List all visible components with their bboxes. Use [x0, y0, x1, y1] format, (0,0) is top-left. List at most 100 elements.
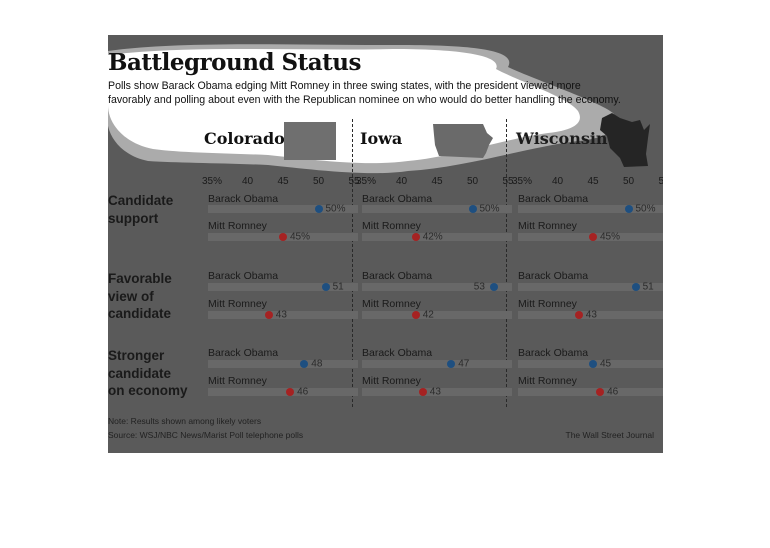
axis-tick-label-iowa: 40 [395, 176, 408, 187]
data-point-barack-obama-wisconsin [624, 205, 633, 213]
state-header-wisconsin: Wisconsin [516, 129, 608, 148]
data-label-mitt-romney-wisconsin: 46 [607, 386, 619, 398]
candidate-label-barack-obama: Barack Obama [208, 270, 279, 282]
data-label-mitt-romney-wisconsin: 45% [600, 231, 621, 243]
axis-tick-label-colorado: 40 [241, 176, 254, 187]
data-point-mitt-romney-colorado [286, 388, 295, 396]
data-label-mitt-romney-iowa: 43 [429, 386, 441, 398]
candidate-label-mitt-romney: Mitt Romney [208, 375, 267, 387]
axis-tick-label-wisconsin: 45 [587, 176, 599, 187]
data-label-barack-obama-iowa: 47 [458, 358, 470, 370]
row-track [518, 388, 663, 396]
data-point-barack-obama-wisconsin [589, 360, 597, 368]
candidate-label-barack-obama: Barack Obama [518, 347, 589, 359]
data-point-mitt-romney-iowa [411, 233, 420, 241]
data-point-mitt-romney-colorado [279, 233, 287, 241]
row-track [208, 311, 358, 319]
data-label-barack-obama-iowa: 50% [479, 203, 500, 215]
axis-tick-label-iowa: 55 [502, 176, 514, 187]
iowa-shape-icon [433, 124, 493, 158]
data-point-barack-obama-colorado [300, 360, 309, 368]
row-track [208, 283, 358, 291]
row-track [208, 388, 358, 396]
data-label-barack-obama-colorado: 51 [332, 281, 344, 293]
data-label-mitt-romney-wisconsin: 43 [585, 309, 597, 321]
data-label-barack-obama-wisconsin: 50% [635, 203, 656, 215]
axis-tick-label-iowa: 50 [466, 176, 479, 187]
data-label-mitt-romney-colorado: 45% [290, 231, 311, 243]
data-label-barack-obama-wisconsin: 45 [600, 358, 612, 370]
data-point-barack-obama-colorado [314, 205, 323, 213]
chart-note: Note: Results shown among likely voters [108, 416, 262, 426]
candidate-label-mitt-romney: Mitt Romney [518, 375, 577, 387]
panel-divider-1 [352, 119, 353, 407]
row-track [362, 283, 512, 291]
data-point-mitt-romney-iowa [418, 388, 427, 396]
row-track [518, 311, 663, 319]
data-point-mitt-romney-iowa [411, 311, 420, 319]
data-label-barack-obama-iowa: 53 [473, 281, 485, 293]
axis-tick-label-wisconsin: 55 [658, 176, 663, 187]
candidate-label-barack-obama: Barack Obama [518, 270, 589, 282]
axis-tick-label-wisconsin: 40 [551, 176, 564, 187]
data-point-barack-obama-iowa [489, 283, 498, 291]
row-label-stronger-on-economy: Stronger candidate on economy [108, 347, 188, 400]
row-track [362, 360, 512, 368]
data-label-mitt-romney-iowa: 42% [422, 231, 443, 243]
axis-tick-label-iowa: 45 [431, 176, 443, 187]
row-label-line: view of [108, 288, 154, 304]
candidate-label-barack-obama: Barack Obama [362, 270, 433, 282]
axis-tick-label-wisconsin: 35% [511, 176, 533, 187]
data-label-barack-obama-wisconsin: 51 [642, 281, 654, 293]
axis-tick-label-iowa: 35% [355, 176, 377, 187]
infographic-card: Battleground Status Polls show Barack Ob… [108, 35, 663, 453]
axis-tick-label-wisconsin: 50 [622, 176, 635, 187]
axis-tick-label-colorado: 55 [348, 176, 360, 187]
subtitle-line-2: favorably and polling about even with th… [108, 94, 621, 106]
row-label-favorable-view: Favorable view of candidate [108, 270, 172, 323]
data-label-barack-obama-colorado: 48 [311, 358, 323, 370]
candidate-label-barack-obama: Barack Obama [208, 193, 279, 205]
axis-tick-label-colorado: 45 [277, 176, 289, 187]
candidate-label-mitt-romney: Mitt Romney [518, 298, 577, 310]
panel-divider-2 [506, 119, 507, 407]
data-label-mitt-romney-colorado: 46 [297, 386, 309, 398]
candidate-label-barack-obama: Barack Obama [518, 193, 589, 205]
candidate-label-mitt-romney: Mitt Romney [518, 220, 577, 232]
row-label-line: candidate [108, 365, 172, 381]
row-track [362, 233, 512, 241]
data-point-barack-obama-colorado [321, 283, 330, 291]
data-point-mitt-romney-colorado [264, 311, 273, 319]
row-label-line: on economy [108, 383, 188, 398]
row-label-line: candidate [108, 306, 172, 321]
data-point-mitt-romney-wisconsin [596, 388, 605, 396]
chart-source: Source: WSJ/NBC News/Marist Poll telepho… [108, 430, 304, 440]
data-label-barack-obama-colorado: 50% [325, 203, 346, 215]
axis-tick-label-colorado: 35% [201, 176, 223, 187]
row-label-line: Candidate [108, 193, 174, 208]
state-header-colorado: Colorado [204, 129, 285, 148]
row-track [208, 360, 358, 368]
candidate-label-barack-obama: Barack Obama [362, 347, 433, 359]
row-track [518, 283, 663, 291]
candidate-label-mitt-romney: Mitt Romney [362, 375, 421, 387]
data-point-mitt-romney-wisconsin [574, 311, 583, 319]
axis-tick-label-colorado: 50 [312, 176, 325, 187]
candidate-label-mitt-romney: Mitt Romney [362, 220, 421, 232]
candidate-label-barack-obama: Barack Obama [362, 193, 433, 205]
candidate-label-mitt-romney: Mitt Romney [208, 298, 267, 310]
state-header-iowa: Iowa [360, 129, 403, 148]
chart-credit: The Wall Street Journal [565, 430, 655, 440]
row-track [362, 205, 512, 213]
data-point-mitt-romney-wisconsin [589, 233, 597, 241]
candidate-label-mitt-romney: Mitt Romney [362, 298, 421, 310]
row-label-line: support [108, 210, 159, 226]
candidate-label-barack-obama: Barack Obama [208, 347, 279, 359]
chart-title: Battleground Status [108, 49, 361, 76]
row-track [208, 205, 358, 213]
row-label-line: Stronger [108, 348, 165, 363]
row-label-candidate-support: Candidate support [108, 192, 173, 227]
row-label-line: Favorable [108, 271, 172, 286]
row-track [362, 311, 512, 319]
wisconsin-shape-icon [600, 113, 650, 167]
